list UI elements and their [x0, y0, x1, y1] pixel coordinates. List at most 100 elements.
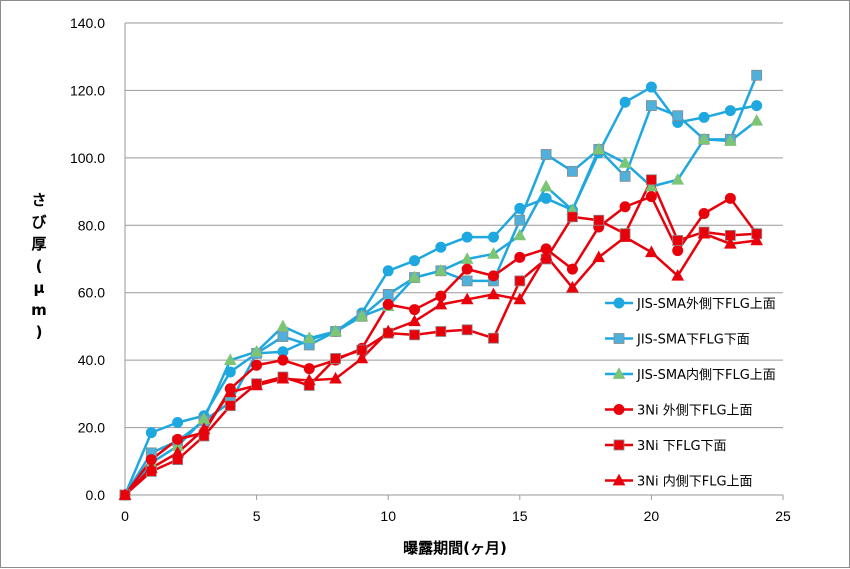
series-6-point [618, 230, 632, 242]
legend-label: 3Ni 内側下FLG上面 [637, 474, 753, 490]
series-3-point [487, 247, 500, 259]
series-6-point [566, 280, 579, 293]
series-4-point [461, 263, 473, 275]
gridlines [125, 22, 783, 429]
series-6-point [302, 373, 316, 386]
x-tick-label: 0 [121, 508, 129, 524]
series-4-point [409, 304, 421, 316]
series-6-point [750, 233, 764, 246]
series-3-point [671, 172, 685, 185]
series-2-point [672, 110, 684, 122]
legend-marker [612, 473, 626, 486]
y-tick-label: 120.0 [70, 82, 105, 98]
series-5-point [461, 324, 473, 336]
series-6-point [724, 237, 737, 249]
y-tick-label: 140.0 [70, 15, 105, 31]
series-1-point [698, 111, 710, 123]
legend: JIS-SMA外側下FLG上面 JIS-SMA下FLG下面 JIS-SMA内側下FL… [605, 297, 776, 490]
series-6-point [276, 371, 290, 384]
y-axis-title: さび厚(μ m) [31, 191, 47, 341]
legend-label: 3Ni 外側下FLG上面 [637, 404, 753, 419]
series-5-point [224, 400, 236, 412]
series-6-point [381, 324, 395, 337]
series-5-point [330, 353, 341, 364]
series-6-point [408, 314, 421, 327]
x-axis-title: 曝露期間(ヶ月) [403, 539, 507, 557]
series-3-point [302, 331, 316, 344]
series-6-point [223, 385, 237, 397]
series-markers [118, 69, 764, 501]
series-3-point [697, 132, 711, 145]
series-1-point [645, 81, 657, 93]
series-5-point [514, 275, 526, 287]
legend-label: JIS-SMA内側下FLG上面 [636, 367, 776, 383]
series-3-point [434, 264, 448, 276]
series-6-point [434, 297, 448, 310]
series-3-point [618, 156, 632, 168]
series-3-point [592, 142, 606, 155]
series-6-point [697, 226, 711, 239]
series-3-point [539, 179, 553, 192]
series-5-point [488, 332, 499, 344]
series-3-point [408, 270, 421, 283]
series-1-point [751, 100, 763, 112]
series-6-point [197, 422, 211, 435]
series-5-point [567, 211, 578, 223]
tick-labels: 0.0 20.0 40.0 60.0 80.0 100.0 120.0 140.0 0 5 10 15… [70, 15, 791, 524]
series-1-point [487, 231, 499, 243]
series-3-point [276, 319, 290, 332]
series-3-point [223, 353, 237, 365]
series-6-point [460, 292, 474, 305]
series-6-point [671, 269, 685, 281]
series-2-point [751, 69, 763, 81]
legend-label: JIS-SMA下FLG下面 [636, 333, 750, 348]
legend-marker [613, 439, 625, 451]
series-4-point [619, 201, 631, 213]
series-1-point [172, 417, 184, 429]
series-6-point [645, 245, 658, 258]
x-tick-label: 10 [380, 508, 396, 524]
x-tick-label: 5 [253, 508, 261, 524]
x-tick-label: 20 [644, 508, 660, 524]
series-2-point [567, 165, 578, 177]
axis-titles: 曝露期間(ヶ月) さび厚(μ m) [31, 191, 507, 557]
series-4-point [172, 433, 184, 445]
series-1-point [619, 96, 631, 108]
x-tick-label: 15 [512, 508, 528, 524]
legend-marker [613, 333, 625, 344]
series-1-point [514, 202, 526, 214]
series-3-point [645, 179, 658, 192]
series-3-point [513, 228, 527, 241]
series-1-point [461, 231, 473, 243]
series-2-point [646, 100, 657, 111]
series-2-point [382, 288, 394, 300]
series-3-point [355, 309, 369, 322]
series-6-point [539, 248, 553, 261]
series-5-point [409, 329, 420, 341]
series-4-point [566, 263, 578, 275]
series-1-point [382, 265, 394, 277]
series-4-point [698, 207, 710, 219]
series-1-point [435, 241, 447, 253]
series-1-point [409, 255, 421, 267]
legend-label: 3Ni 下FLG下面 [637, 439, 727, 454]
series-5-point [435, 326, 447, 337]
legend-label: JIS-SMA外側下FLG上面 [636, 297, 776, 312]
series-6-point [118, 488, 132, 500]
series-1-point [724, 105, 736, 117]
series-6-point [513, 292, 527, 305]
series-4-point [514, 251, 526, 263]
series-3-point [724, 134, 737, 146]
series-6-point [250, 378, 263, 391]
series-2-point [461, 275, 473, 287]
series-3-point [750, 113, 764, 126]
series-2-point [619, 170, 631, 182]
series-3-point [460, 252, 474, 264]
series-4-point [724, 192, 736, 204]
y-tick-label: 0.0 [86, 487, 106, 503]
series-4-point [303, 363, 315, 375]
series-4-point [487, 270, 499, 282]
series-5-point [646, 174, 657, 186]
